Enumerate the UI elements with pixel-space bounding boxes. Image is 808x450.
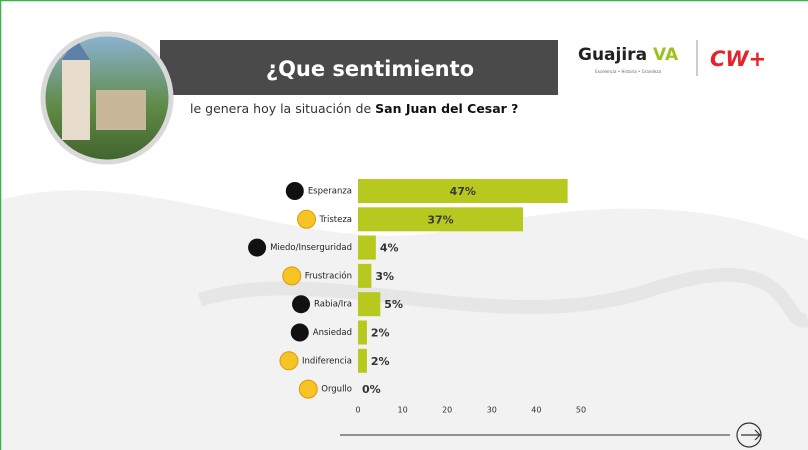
value-label: 37% (427, 213, 453, 226)
subtitle: le genera hoy la situación de San Juan d… (190, 101, 518, 116)
title: ¿Que sentimiento (266, 57, 474, 81)
x-tick-label: 30 (487, 406, 497, 415)
category-label: Ansiedad (313, 328, 352, 338)
category-label: Frustración (305, 270, 352, 281)
x-tick-label: 10 (398, 406, 408, 415)
value-label: 2% (371, 327, 390, 340)
brand-tagline: Excelencia • Historia • Grandeza (595, 69, 661, 74)
bar (358, 349, 367, 373)
brand: Guajira (578, 45, 647, 65)
emoji-icon (280, 352, 298, 370)
category-label: Indiferencia (302, 356, 352, 366)
emoji-icon (299, 380, 317, 398)
x-tick-label: 50 (576, 406, 586, 415)
bar (358, 321, 367, 345)
emoji-icon (291, 324, 309, 342)
subtitle-text: le genera hoy la situación de (190, 101, 375, 116)
category-label: Tristeza (319, 215, 352, 225)
category-label: Miedo/Inserguridad (270, 243, 352, 253)
bar (358, 236, 376, 260)
brand-mark: VA (653, 45, 679, 65)
value-label: 3% (375, 270, 394, 283)
emoji-icon (248, 239, 266, 257)
category-label: Rabia/Ira (314, 300, 352, 310)
value-label: 47% (450, 185, 476, 198)
category-label: Esperanza (308, 187, 352, 197)
subtitle-place: San Juan del Cesar ? (375, 101, 518, 116)
value-label: 0% (362, 383, 381, 396)
partner-logo: CW+ (710, 47, 766, 71)
emoji-icon (292, 295, 310, 313)
value-label: 2% (371, 355, 390, 368)
emoji-icon (298, 210, 316, 228)
category-label: Orgullo (321, 385, 352, 395)
emoji-icon (283, 267, 301, 285)
bar (358, 292, 380, 316)
bar (358, 264, 371, 288)
x-tick-label: 40 (531, 406, 541, 415)
value-label: 5% (384, 298, 403, 311)
emoji-icon (286, 182, 304, 200)
value-label: 4% (380, 242, 399, 255)
x-tick-label: 0 (355, 406, 360, 415)
slide: ¿Que sentimiento le genera hoy la situac… (0, 0, 808, 450)
x-tick-label: 20 (442, 406, 452, 415)
